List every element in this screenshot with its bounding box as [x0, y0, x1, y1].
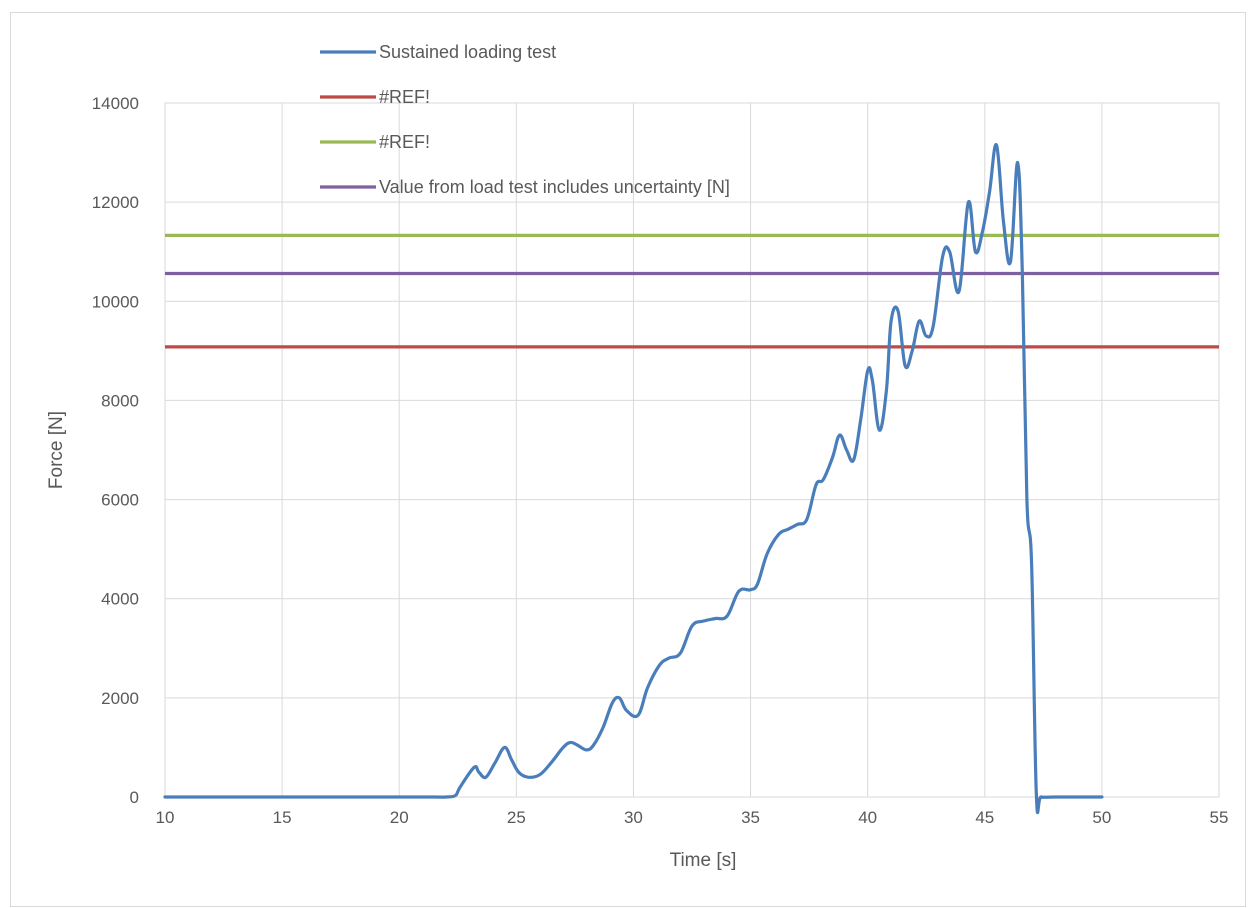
x-tick-label: 30: [624, 808, 643, 827]
vertical-gridlines: [164, 103, 1220, 797]
series-line-sustained-loading: [163, 143, 1104, 814]
y-tick-label: 12000: [92, 193, 139, 212]
y-tick-label: 0: [130, 788, 139, 807]
horizontal-gridlines: [165, 102, 1219, 798]
y-tick-label: 4000: [101, 590, 139, 609]
x-tick-label: 20: [390, 808, 409, 827]
y-axis-title: Force [N]: [46, 411, 67, 489]
legend-label: Sustained loading test: [379, 42, 556, 62]
y-tick-label: 10000: [92, 292, 139, 311]
x-tick-labels: 10 15 20 25 30 35 40 45 50 55: [156, 808, 1229, 827]
x-tick-label: 50: [1092, 808, 1111, 827]
y-tick-label: 8000: [101, 391, 139, 410]
x-tick-label: 35: [741, 808, 760, 827]
x-tick-label: 25: [507, 808, 526, 827]
x-tick-label: 55: [1210, 808, 1229, 827]
y-tick-label: 2000: [101, 689, 139, 708]
legend-label: #REF!: [379, 132, 430, 152]
y-tick-label: 6000: [101, 491, 139, 510]
x-tick-label: 45: [975, 808, 994, 827]
legend-label: Value from load test includes uncertaint…: [379, 177, 730, 197]
x-tick-label: 10: [156, 808, 175, 827]
series-layer: [163, 143, 1219, 814]
legend-label: #REF!: [379, 87, 430, 107]
x-tick-label: 15: [273, 808, 292, 827]
chart-frame: [10, 12, 1246, 907]
x-axis-title: Time [s]: [670, 850, 737, 871]
x-tick-label: 40: [858, 808, 877, 827]
legend: Sustained loading test #REF! #REF! Value fr…: [320, 42, 730, 197]
y-tick-labels: 0 2000 4000 6000 8000 10000 12000 14000: [92, 94, 139, 807]
y-tick-label: 14000: [92, 94, 139, 113]
